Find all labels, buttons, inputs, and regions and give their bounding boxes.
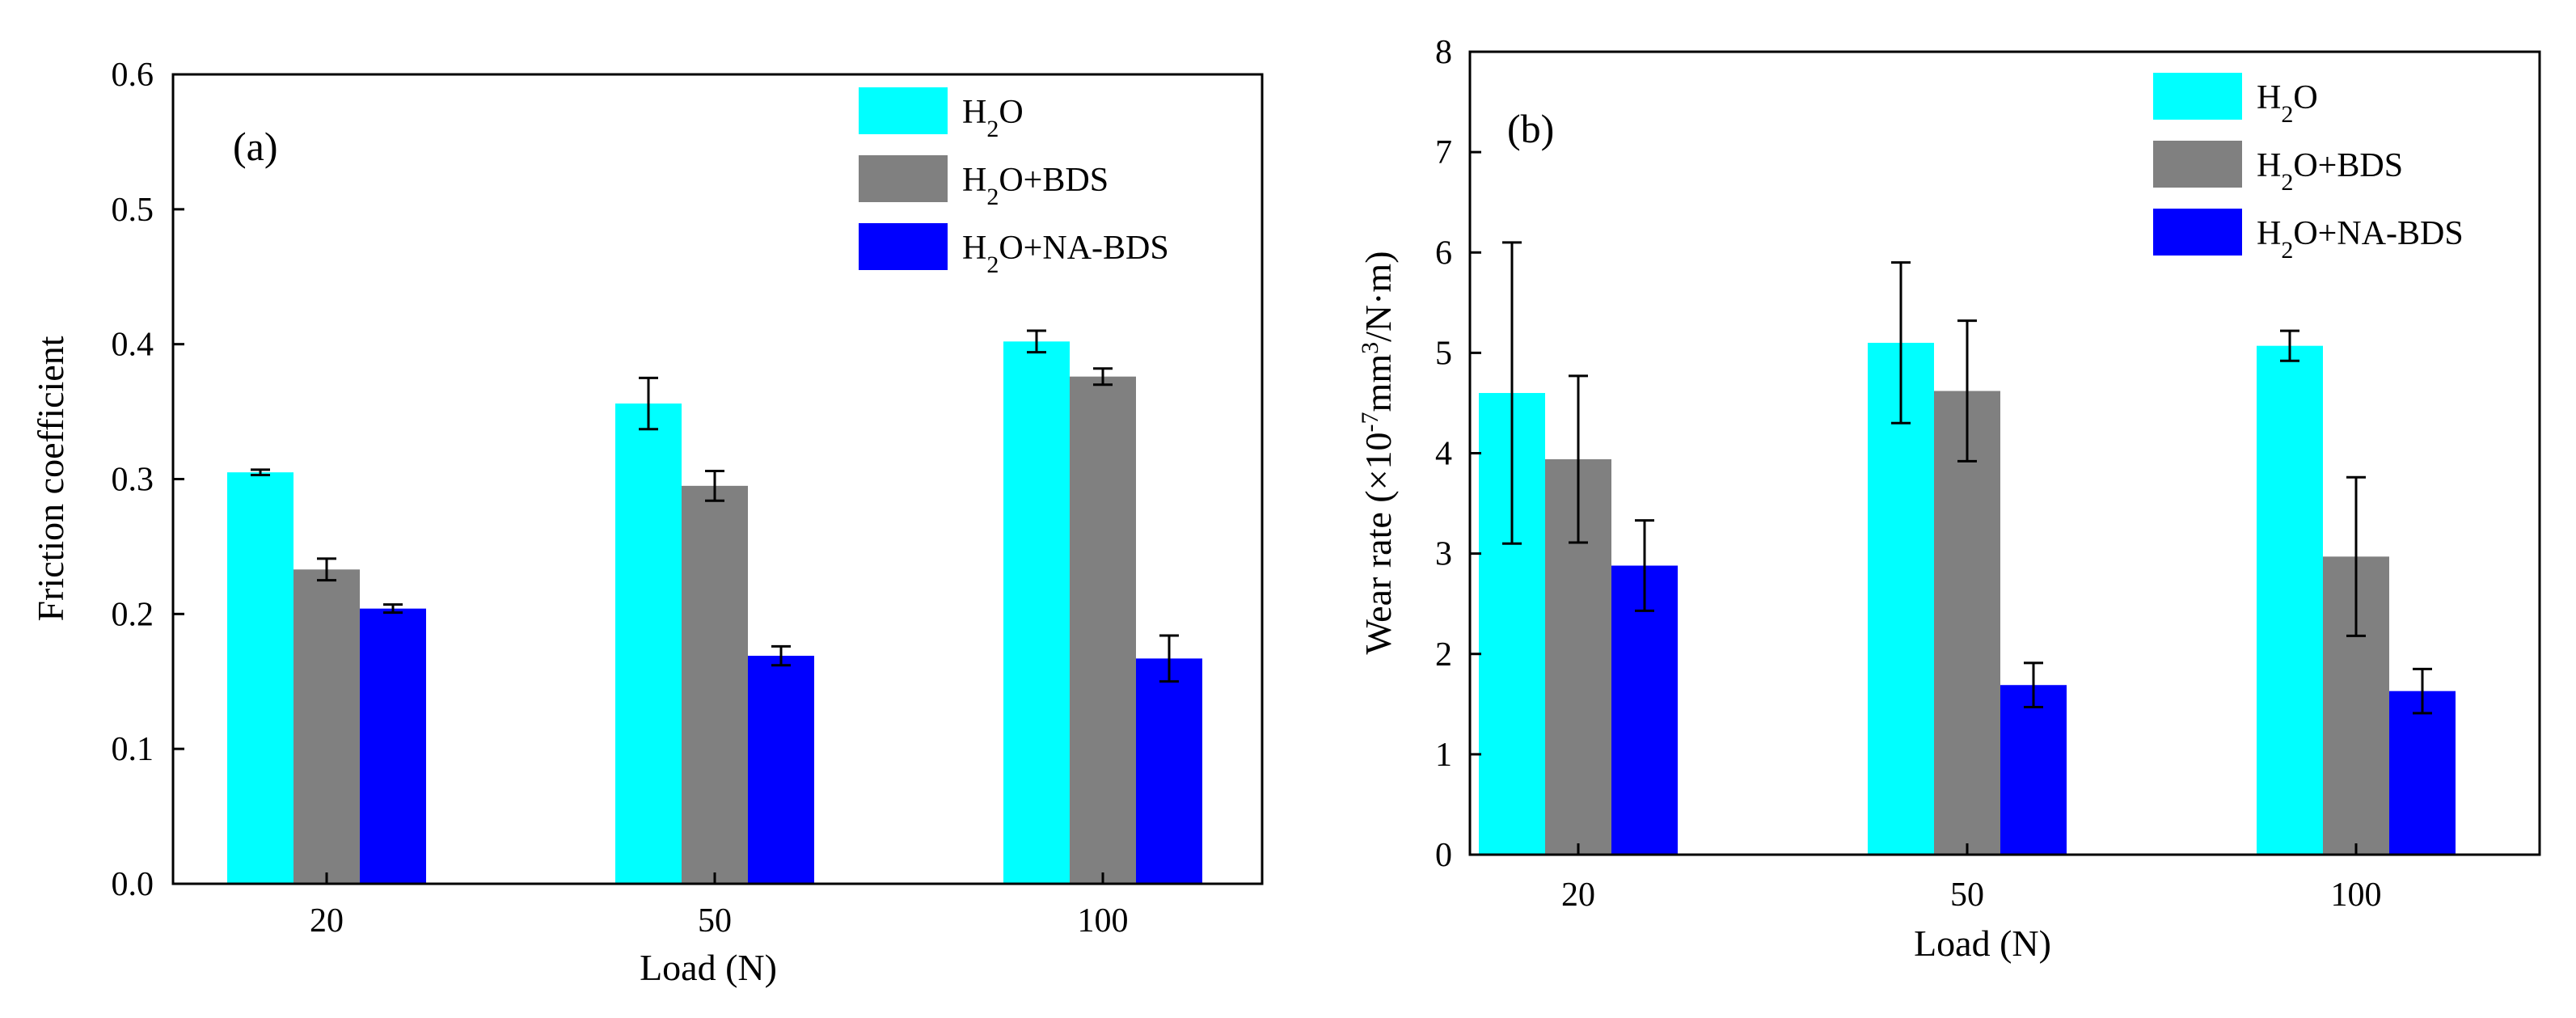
y-axis-title-sup: 3 [1357, 342, 1383, 354]
legend-text-part: H [962, 230, 986, 267]
legend-label-h2o-bds: H2O+BDS [2257, 147, 2403, 196]
y-tick-label: 2 [1435, 636, 1452, 674]
bar-h2o-bds-50 [1934, 391, 2000, 855]
legend-swatch-h2o [859, 87, 948, 134]
bar-h2o-20 [227, 472, 293, 884]
bar-h2o-na-bds-20 [1611, 565, 1678, 855]
legend-swatch-h2o-na-bds [859, 223, 948, 270]
legend-text-sub: 2 [986, 184, 999, 210]
bar-h2o-na-bds-100 [1136, 658, 1202, 884]
panel-label: (b) [1507, 106, 1554, 151]
x-axis-title: Load (N) [1914, 923, 2051, 964]
y-tick-label: 5 [1435, 335, 1452, 372]
y-tick-label: 7 [1435, 134, 1452, 171]
bar-h2o-100 [1003, 341, 1070, 885]
bar-h2o-50 [1868, 342, 1934, 855]
x-tick-label: 50 [1950, 876, 1984, 914]
bar-h2o-na-bds-20 [360, 608, 426, 884]
legend-text-sub: 2 [986, 116, 999, 142]
legend-text-part: O [2293, 79, 2317, 116]
y-tick-label: 4 [1435, 436, 1452, 473]
y-axis-title-part: /N·m) [1358, 251, 1399, 341]
bar-h2o-na-bds-100 [2389, 691, 2456, 855]
y-tick-label: 0.6 [112, 57, 154, 94]
x-tick-label: 20 [310, 902, 344, 940]
y-tick-label: 3 [1435, 536, 1452, 573]
x-tick-label: 50 [698, 902, 732, 940]
y-axis-title-part: Wear rate (×10 [1358, 432, 1399, 654]
y-axis-title: Wear rate (×10-7mm3/N·m) [1357, 251, 1400, 654]
x-axis-title: Load (N) [640, 947, 777, 988]
y-tick-label: 0.2 [112, 596, 154, 633]
legend-text-part: H [2257, 79, 2281, 116]
y-tick-label: 0.3 [112, 462, 154, 499]
legend-label-h2o-na-bds: H2O+NA-BDS [962, 230, 1169, 278]
x-tick-label: 20 [1561, 876, 1595, 914]
bar-h2o-na-bds-50 [2000, 685, 2067, 855]
y-tick-label: 0.4 [112, 327, 154, 364]
y-axis-title-part: mm [1358, 354, 1399, 412]
y-tick-label: 0 [1435, 837, 1452, 874]
bar-h2o-na-bds-50 [748, 656, 814, 884]
x-tick-label: 100 [2331, 876, 2382, 914]
legend-swatch-h2o-bds [859, 155, 948, 202]
bar-h2o-100 [2257, 345, 2323, 855]
bar-h2o-bds-100 [1070, 376, 1136, 884]
legend-text-part: H [962, 162, 986, 199]
chart-panel-b: 0 1 2 3 4 5 6 7 8 20 50 100 Load (N) Wear rate (×10-7… [1357, 34, 2541, 964]
legend-text-part: O+NA-BDS [2293, 215, 2463, 252]
y-axis-title: Friction coefficient [30, 336, 71, 621]
legend-swatch-h2o [2153, 73, 2242, 120]
legend-label-h2o: H2O [2257, 79, 2318, 128]
legend-swatch-h2o-bds [2153, 141, 2242, 188]
legend-label-h2o: H2O [962, 94, 1024, 142]
y-axis-title-sup: -7 [1357, 412, 1383, 432]
legend-text-part: H [2257, 215, 2281, 252]
legend-text-sub: 2 [986, 251, 999, 278]
legend-text-part: H [2257, 147, 2281, 184]
legend-swatch-h2o-na-bds [2153, 209, 2242, 256]
y-tick-label: 0.5 [112, 192, 154, 229]
bar-h2o-50 [615, 403, 682, 884]
bar-h2o-bds-20 [293, 569, 360, 884]
legend-text-sub: 2 [2281, 101, 2293, 128]
y-tick-label: 0.0 [112, 866, 154, 903]
legend-text-part: O+BDS [2293, 147, 2403, 184]
bar-h2o-bds-50 [682, 485, 748, 884]
legend-label-h2o-bds: H2O+BDS [962, 162, 1109, 210]
legend-text-sub: 2 [2281, 237, 2293, 264]
y-tick-label: 1 [1435, 737, 1452, 774]
y-tick-label: 8 [1435, 34, 1452, 71]
legend-text-part: H [962, 94, 986, 131]
y-tick-label: 6 [1435, 234, 1452, 272]
chart-panel-a: 0.0 0.1 0.2 0.3 0.4 0.5 0.6 20 50 100 Load (N) Fric… [30, 57, 1264, 988]
legend-text-part: O [999, 94, 1023, 131]
panel-label: (a) [233, 124, 278, 169]
legend-text-sub: 2 [2281, 169, 2293, 196]
legend-text-part: O+NA-BDS [999, 230, 1168, 267]
x-tick-label: 100 [1078, 902, 1129, 940]
y-tick-label: 0.1 [112, 731, 154, 768]
legend-label-h2o-na-bds: H2O+NA-BDS [2257, 215, 2464, 264]
legend-text-part: O+BDS [999, 162, 1109, 199]
